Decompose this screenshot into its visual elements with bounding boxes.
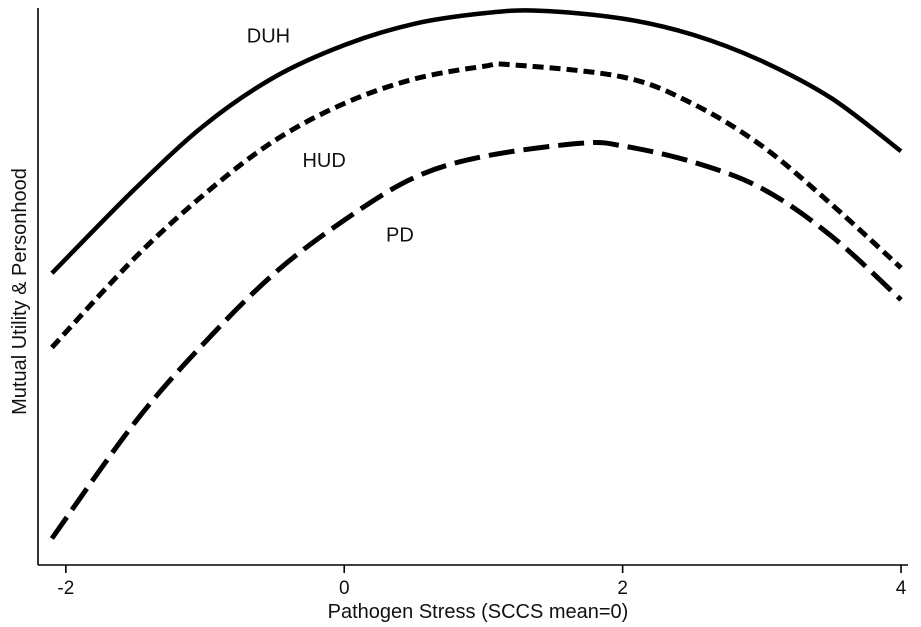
x-tick-label: -2 xyxy=(57,578,74,599)
series-label-hud: HUD xyxy=(302,150,345,172)
series-labels: DUH HUD PD xyxy=(247,25,414,246)
series-line-pd xyxy=(49,140,903,540)
series-line-hud xyxy=(50,61,903,350)
x-tick-label: 4 xyxy=(896,578,907,599)
x-ticks: -2 0 2 4 xyxy=(57,565,907,599)
series-label-pd: PD xyxy=(386,224,414,246)
y-axis-title: Mutual Utility & Personhood xyxy=(9,168,31,415)
series-label-duh: DUH xyxy=(247,25,290,47)
x-axis-title: Pathogen Stress (SCCS mean=0) xyxy=(328,601,629,623)
x-tick-label: 2 xyxy=(617,578,628,599)
series-curves xyxy=(49,8,903,540)
x-tick-label: 0 xyxy=(339,578,350,599)
axes xyxy=(37,8,908,566)
series-line-duh xyxy=(50,8,903,275)
